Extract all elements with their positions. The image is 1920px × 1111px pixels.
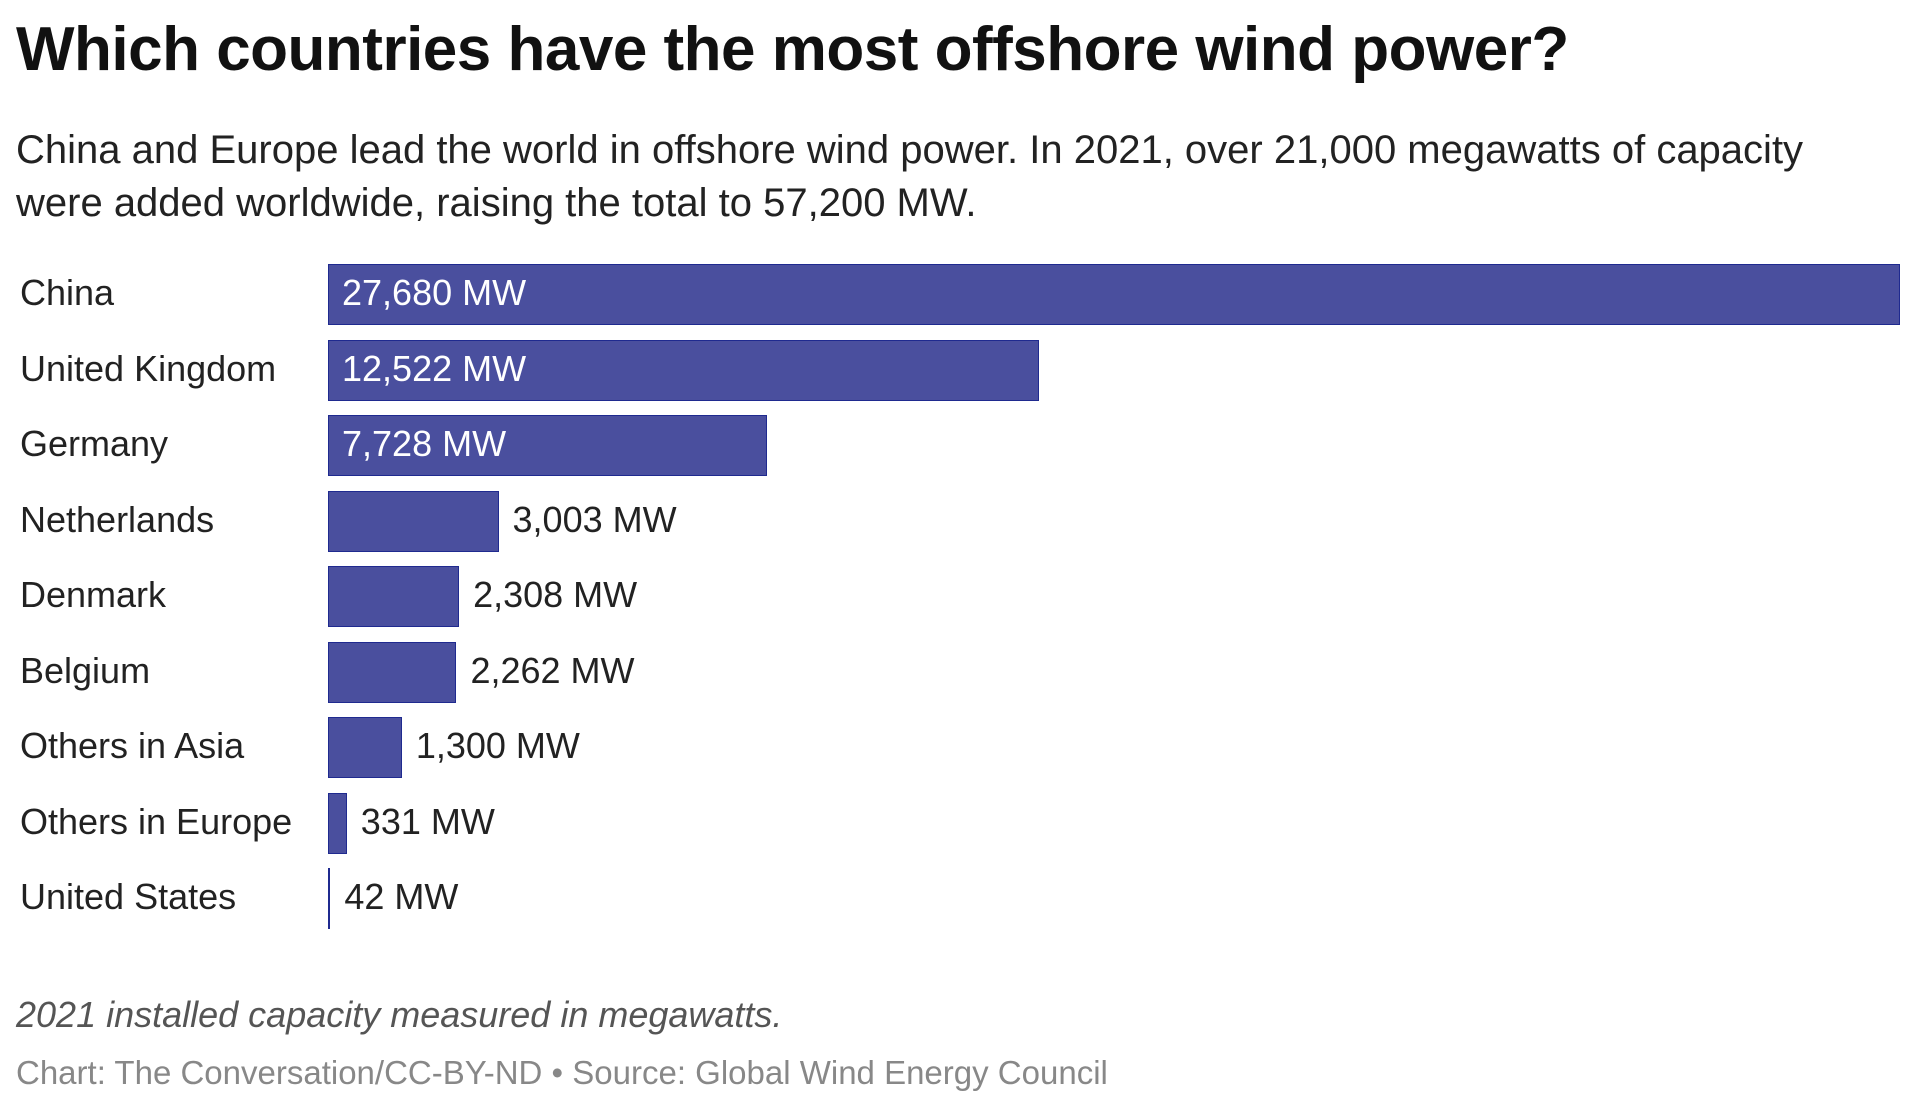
value-label: 7,728 MW: [342, 423, 507, 464]
category-label: United States: [20, 876, 237, 917]
chart-source: Chart: The Conversation/CC-BY-ND • Sourc…: [16, 1054, 1108, 1091]
bar: [328, 415, 767, 476]
category-label: Belgium: [20, 649, 151, 691]
category-label: Denmark: [20, 574, 167, 615]
category-label: Germany: [20, 423, 169, 464]
category-label: Others in Asia: [20, 725, 245, 766]
value-label: 42 MW: [344, 876, 459, 917]
value-label: 331 MW: [360, 800, 495, 842]
category-label: China: [20, 272, 115, 313]
value-label: 12,522 MW: [342, 347, 527, 389]
bar: [328, 792, 347, 854]
bar: [328, 490, 499, 552]
bar: [328, 868, 331, 929]
value-label: 2,262 MW: [470, 649, 635, 691]
chart-subtitle: China and Europe lead the world in offsh…: [16, 128, 1804, 225]
bar: [328, 339, 1040, 401]
chart-note: 2021 installed capacity measured in mega…: [16, 994, 783, 1035]
bar: [328, 641, 457, 703]
chart-title: Which countries have the most offshore w…: [16, 15, 1569, 84]
category-label: Others in Europe: [20, 800, 293, 842]
category-label: Netherlands: [20, 498, 215, 540]
bar: [328, 717, 402, 778]
value-label: 3,003 MW: [512, 498, 677, 540]
value-label: 1,300 MW: [415, 725, 580, 766]
value-label: 27,680 MW: [342, 272, 527, 313]
bar: [328, 264, 1900, 325]
value-label: 2,308 MW: [473, 574, 638, 615]
category-label: United Kingdom: [20, 347, 277, 389]
bar: [328, 566, 460, 627]
